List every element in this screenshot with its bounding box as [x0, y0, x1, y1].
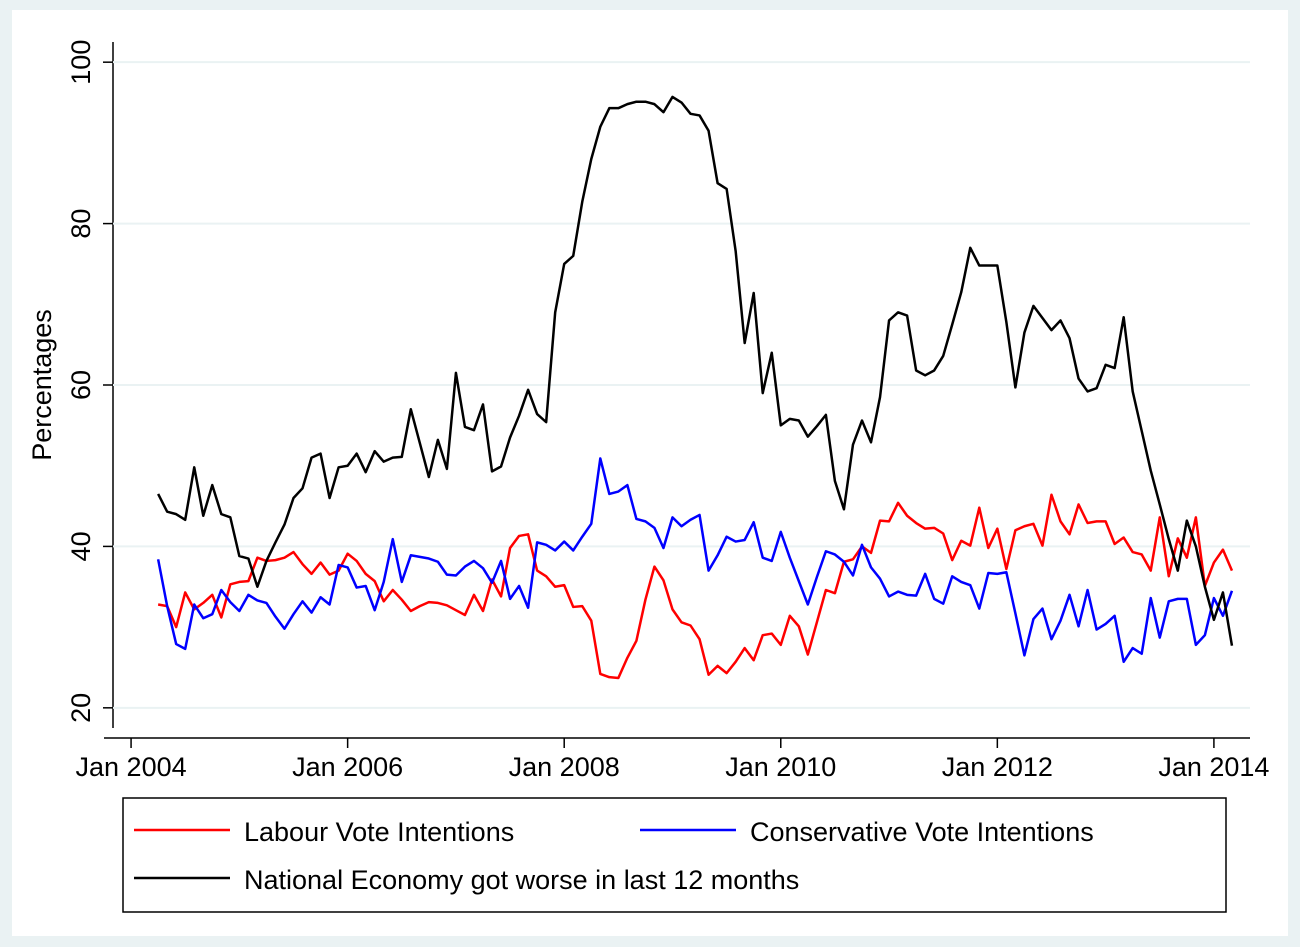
- y-tick-label: 100: [66, 40, 96, 85]
- plot-region: [12, 10, 1288, 936]
- series-line: [157, 95, 1234, 646]
- y-tick-label: 20: [66, 693, 96, 723]
- x-tick-label: Jan 2012: [942, 752, 1053, 782]
- y-tick-label: 40: [66, 531, 96, 561]
- y-tick-label: 80: [66, 209, 96, 239]
- x-tick-label: Jan 2014: [1158, 752, 1269, 782]
- legend-box: [122, 797, 1227, 913]
- x-tick-label: Jan 2008: [509, 752, 620, 782]
- legend-label: Conservative Vote Intentions: [750, 817, 1094, 847]
- legend-label: Labour Vote Intentions: [244, 817, 514, 847]
- y-axis-title: Percentages: [27, 309, 57, 461]
- x-tick-label: Jan 2010: [725, 752, 836, 782]
- legend-label: National Economy got worse in last 12 mo…: [244, 865, 799, 895]
- x-tick-label: Jan 2004: [76, 752, 187, 782]
- series-line: [156, 457, 1234, 664]
- x-tick-label: Jan 2006: [292, 752, 403, 782]
- y-tick-label: 60: [66, 370, 96, 400]
